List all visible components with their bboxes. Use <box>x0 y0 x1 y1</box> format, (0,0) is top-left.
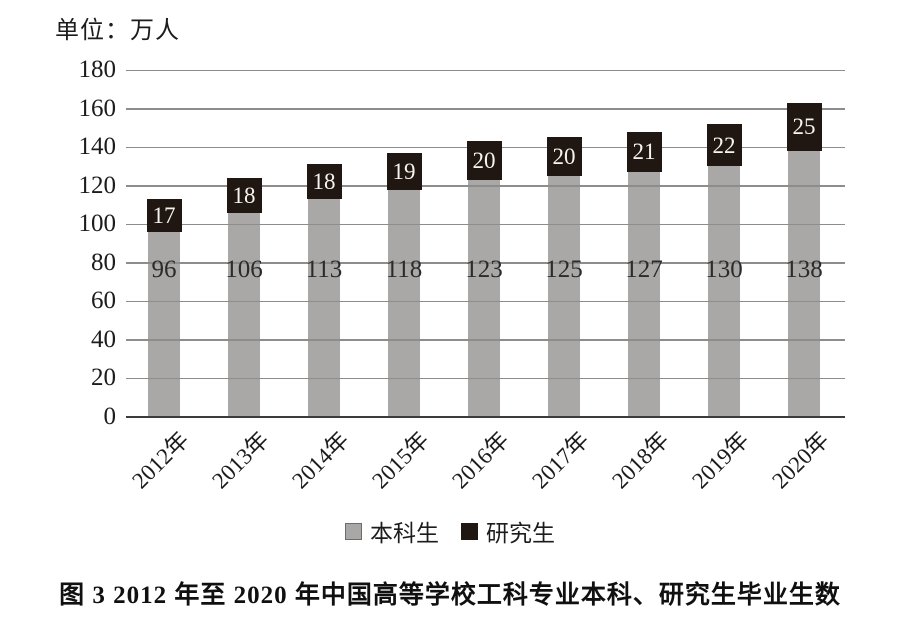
gridline-120 <box>126 185 845 187</box>
grad-segment: 22 <box>706 123 742 167</box>
gridline-160 <box>126 108 845 110</box>
legend-label-grad: 研究生 <box>486 521 555 546</box>
undergrad-segment <box>628 172 660 417</box>
plot-area: 17 96 18 106 18 113 19 118 20 123 20 125 21 127 22 130 2… <box>126 69 845 418</box>
bar-group-2013年: 18 106 <box>225 177 263 417</box>
grad-segment: 25 <box>786 102 822 151</box>
y-axis-tick-label: 160 <box>78 94 117 122</box>
grad-value-label: 20 <box>552 144 576 170</box>
grad-value-label: 21 <box>632 139 656 165</box>
bar-group-2019年: 22 130 <box>705 123 743 417</box>
y-axis-tick-label: 60 <box>91 287 116 315</box>
undergrad-value-label: 118 <box>385 256 423 283</box>
legend-swatch-undergrad-icon <box>345 522 362 540</box>
bar-group-2017年: 20 125 <box>545 137 583 417</box>
bar-group-2016年: 20 123 <box>465 141 503 417</box>
undergrad-value-label: 127 <box>625 256 663 283</box>
grad-value-label: 17 <box>152 203 176 229</box>
grad-segment: 18 <box>306 164 342 200</box>
legend: 本科生 研究生 <box>0 514 900 548</box>
gridline-180 <box>126 69 845 71</box>
bar-group-2020年: 25 138 <box>785 102 823 417</box>
x-axis-labels: 2012年 2013年 2014年 2015年 2016年 2017年 2018年 2019年… <box>126 417 845 527</box>
gridline-20 <box>126 377 845 380</box>
y-axis-tick-label: 100 <box>78 210 117 238</box>
undergrad-segment <box>788 150 820 417</box>
y-axis-tick-label: 80 <box>91 248 116 276</box>
gridline-100 <box>126 223 845 226</box>
legend-label-undergrad: 本科生 <box>370 521 439 546</box>
undergrad-value-label: 138 <box>785 256 823 283</box>
y-axis-tick-label: 180 <box>78 56 117 83</box>
undergrad-value-label: 125 <box>545 256 583 283</box>
undergrad-value-label: 96 <box>151 256 177 283</box>
undergrad-segment <box>468 179 500 417</box>
y-axis-tick-label: 20 <box>91 364 116 392</box>
grad-segment: 20 <box>466 141 502 180</box>
grad-value-label: 19 <box>392 158 416 184</box>
grad-segment: 20 <box>546 137 582 177</box>
gridline-40 <box>126 339 845 341</box>
undergrad-segment <box>308 199 340 417</box>
undergrad-segment <box>548 176 580 417</box>
y-axis-tick-label: 40 <box>91 325 116 353</box>
grad-segment: 21 <box>626 131 662 173</box>
grad-value-label: 20 <box>472 148 496 174</box>
legend-item-undergrad: 本科生 <box>345 514 439 548</box>
undergrad-segment <box>708 166 740 417</box>
grad-segment: 19 <box>386 152 422 190</box>
y-axis-tick-label: 120 <box>78 171 117 199</box>
bar-group-2014年: 18 113 <box>306 164 342 417</box>
undergrad-value-label: 113 <box>305 256 343 283</box>
figure-caption: 图 3 2012 年至 2020 年中国高等学校工科专业本科、研究生毕业生数 <box>59 582 841 609</box>
y-axis-tick-label: 0 <box>103 403 117 430</box>
bar-group-2012年: 17 96 <box>146 199 182 417</box>
gridline-60 <box>126 300 845 303</box>
undergrad-value-label: 123 <box>465 256 503 283</box>
undergrad-value-label: 130 <box>705 256 743 283</box>
grad-value-label: 18 <box>232 182 256 208</box>
grad-segment: 17 <box>146 199 182 232</box>
grad-value-label: 22 <box>712 132 736 158</box>
undergrad-segment <box>228 212 260 417</box>
grad-value-label: 18 <box>312 169 336 195</box>
legend-swatch-grad-icon <box>461 522 478 540</box>
unit-label: 单位：万人 <box>55 18 180 44</box>
x-axis-line <box>126 416 845 418</box>
grad-segment: 18 <box>226 177 262 213</box>
gridline-80 <box>126 262 845 264</box>
bar-group-2018年: 21 127 <box>625 131 663 417</box>
y-axis-tick-label: 140 <box>78 133 117 161</box>
undergrad-value-label: 106 <box>225 256 263 283</box>
grad-value-label: 25 <box>792 114 816 140</box>
legend-item-grad: 研究生 <box>461 514 555 548</box>
